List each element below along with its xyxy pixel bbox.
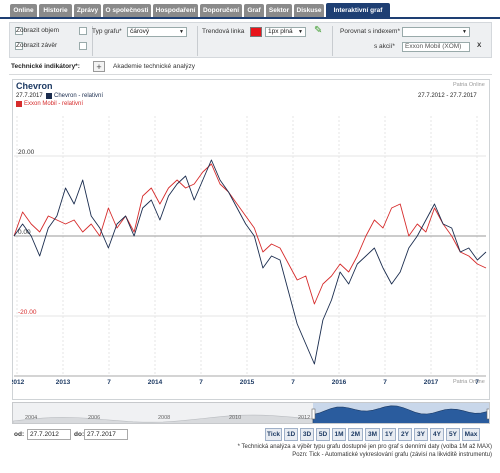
compare-stock-input[interactable]: Exxon Mobil (XOM) bbox=[402, 42, 470, 52]
tab-9[interactable]: Interaktivní graf bbox=[326, 3, 390, 18]
trend-style-value: 1px plná bbox=[268, 28, 293, 35]
range-button-11[interactable]: 5Y bbox=[446, 428, 460, 441]
x-tick-label: 7 bbox=[475, 379, 479, 386]
y-tick-label: -20.00 bbox=[18, 309, 37, 316]
chart-source-bottom: Patria Online bbox=[453, 379, 485, 385]
legend-secondary: Exxon Mobil - relativní bbox=[24, 101, 84, 107]
chart-controls-panel: Zobrazit objem Zobrazit závěr Typ grafu*… bbox=[9, 22, 492, 58]
navigator-left-handle bbox=[311, 408, 316, 420]
legend-secondary-swatch bbox=[16, 101, 22, 107]
chevron-down-icon: ▼ bbox=[179, 29, 184, 35]
x-tick-label: 7 bbox=[291, 379, 295, 386]
range-button-6[interactable]: 3M bbox=[365, 428, 380, 441]
range-end-input[interactable]: 27.7.2017 bbox=[84, 429, 128, 440]
compare-index-label: Porovnat s indexem* bbox=[340, 28, 400, 35]
panel-separator bbox=[197, 26, 198, 56]
trend-line-label: Trendová linka bbox=[202, 28, 245, 35]
series-line-0 bbox=[13, 159, 487, 365]
clear-compare-button[interactable]: X bbox=[477, 42, 482, 49]
show-volume-checkbox[interactable] bbox=[15, 27, 23, 35]
series-line-1 bbox=[13, 163, 487, 305]
range-button-12[interactable]: Max bbox=[462, 428, 480, 441]
panel-separator bbox=[332, 26, 333, 56]
range-start-input[interactable]: 27.7.2012 bbox=[27, 429, 71, 440]
chart-type-label: Typ grafu* bbox=[92, 28, 122, 35]
show-volume-label: Zobrazit objem bbox=[16, 27, 59, 34]
legend-date: 27.7.2017 bbox=[16, 93, 43, 99]
legend-range: 27.7.2012 - 27.7.2017 bbox=[418, 93, 477, 99]
compare-stock-value: Exxon Mobil (XOM) bbox=[405, 43, 462, 50]
tab-0[interactable]: Online bbox=[10, 4, 37, 18]
tab-underline bbox=[0, 17, 500, 19]
tab-2[interactable]: Zprávy bbox=[74, 4, 101, 18]
range-button-5[interactable]: 2M bbox=[348, 428, 363, 441]
tab-5[interactable]: Doporučení bbox=[200, 4, 242, 18]
navigator-year-label: 2008 bbox=[158, 415, 170, 421]
x-tick-label: 7 bbox=[199, 379, 203, 386]
tab-7[interactable]: Sektor bbox=[266, 4, 292, 18]
chart-type-select[interactable]: čárový ▼ bbox=[127, 27, 187, 37]
tab-4[interactable]: Hospodaření bbox=[153, 4, 198, 18]
trend-style-select[interactable]: 1px plná ▼ bbox=[265, 27, 306, 37]
tab-bar: Online Historie Zprávy O společnosti Hospoda… bbox=[0, 0, 500, 18]
price-chart[interactable]: 20.00 0.00 -20.00 2012 2013 7 2014 7 2015 7 2016 7 2… bbox=[12, 114, 490, 390]
range-button-10[interactable]: 4Y bbox=[430, 428, 444, 441]
range-start-label: od: bbox=[14, 431, 25, 438]
compare-index-select[interactable]: ▼ bbox=[402, 27, 470, 37]
compare-stock-label: s akcií* bbox=[374, 43, 395, 50]
technical-indicators-label: Technické indikátory*: bbox=[11, 63, 80, 70]
legend-primary: Chevron - relativní bbox=[54, 93, 104, 99]
tab-1[interactable]: Historie bbox=[39, 4, 72, 18]
show-close-checkbox[interactable] bbox=[15, 42, 23, 50]
range-button-0[interactable]: Tick bbox=[265, 428, 282, 441]
range-end-label: do: bbox=[74, 431, 85, 438]
x-tick-label: 2013 bbox=[56, 379, 71, 386]
range-button-9[interactable]: 3Y bbox=[414, 428, 428, 441]
chart-frame bbox=[12, 79, 490, 400]
range-button-1[interactable]: 1D bbox=[284, 428, 298, 441]
chevron-down-icon: ▼ bbox=[462, 29, 467, 35]
navigator-right-handle bbox=[486, 408, 489, 420]
x-tick-label: 2017 bbox=[424, 379, 439, 386]
range-button-8[interactable]: 2Y bbox=[398, 428, 412, 441]
y-tick-label: 0.00 bbox=[18, 229, 31, 236]
footnote-technical: * Technická analýza a výběr typu grafu d… bbox=[237, 444, 492, 450]
chart-source: Patria Online bbox=[453, 82, 485, 88]
navigator-history-area bbox=[13, 414, 314, 423]
technical-indicators-row: Technické indikátory*: + Akademie techni… bbox=[9, 59, 492, 75]
trend-color-swatch[interactable] bbox=[250, 27, 262, 37]
range-button-7[interactable]: 1Y bbox=[382, 428, 396, 441]
tab-8[interactable]: Diskuse bbox=[294, 4, 324, 18]
navigator-selection-area bbox=[312, 405, 489, 423]
x-tick-label: 7 bbox=[107, 379, 111, 386]
navigator-year-label: 2006 bbox=[88, 415, 100, 421]
navigator-year-label: 2012 bbox=[298, 415, 310, 421]
x-tick-label: 2014 bbox=[148, 379, 163, 386]
range-button-4[interactable]: 1M bbox=[332, 428, 346, 441]
show-volume-toggle-box[interactable] bbox=[79, 27, 87, 35]
x-tick-label: 2015 bbox=[240, 379, 255, 386]
chart-navigator[interactable]: 2004 2006 2008 2010 2012 bbox=[12, 402, 490, 424]
navigator-year-label: 2004 bbox=[25, 415, 37, 421]
x-tick-label: 2016 bbox=[332, 379, 347, 386]
tab-3[interactable]: O společnosti bbox=[103, 4, 151, 18]
range-button-3[interactable]: 5D bbox=[316, 428, 330, 441]
chart-title: Chevron bbox=[16, 81, 53, 91]
show-close-label: Zobrazit závěr bbox=[16, 42, 58, 49]
legend-primary-swatch bbox=[46, 93, 52, 99]
y-tick-label: 20.00 bbox=[18, 149, 35, 156]
pencil-icon[interactable]: ✎ bbox=[314, 25, 323, 36]
navigator-year-label: 2010 bbox=[229, 415, 241, 421]
add-indicator-button[interactable]: + bbox=[93, 61, 105, 72]
range-button-2[interactable]: 3D bbox=[300, 428, 314, 441]
x-tick-label: 7 bbox=[383, 379, 387, 386]
chevron-down-icon: ▼ bbox=[298, 29, 303, 35]
panel-separator bbox=[92, 26, 93, 56]
chart-type-value: čárový bbox=[130, 28, 150, 35]
tab-6[interactable]: Graf bbox=[244, 4, 264, 18]
x-tick-label: 2012 bbox=[12, 379, 25, 386]
show-close-toggle-box[interactable] bbox=[79, 42, 87, 50]
footnote-tick: Pozn: Tick - Automatické vykreslování gr… bbox=[292, 452, 492, 458]
academy-link[interactable]: Akademie technické analýzy bbox=[113, 63, 196, 70]
